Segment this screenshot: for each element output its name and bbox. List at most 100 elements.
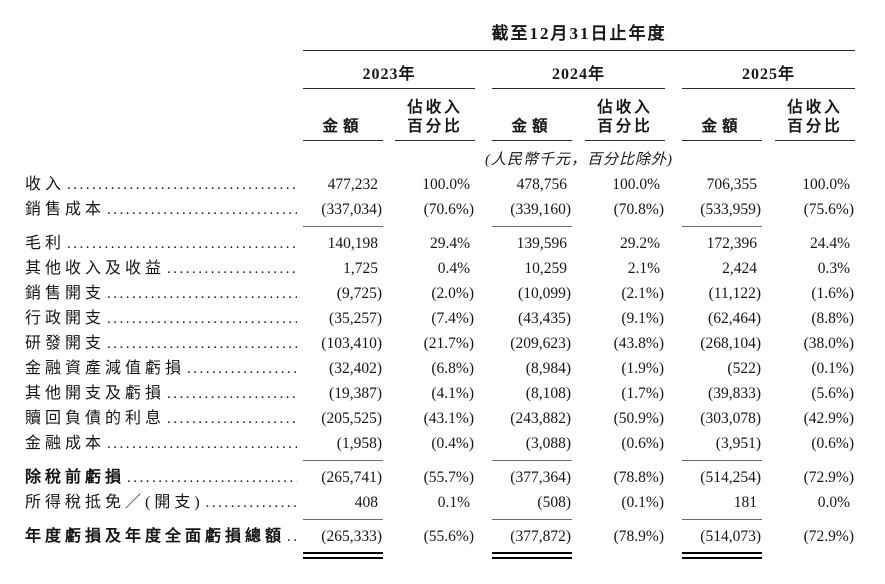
dot-leader: ........................................…: [127, 470, 297, 486]
spacer-cell: [762, 222, 855, 231]
row-label: 所得稅抵免／(開支)..............................…: [0, 490, 303, 515]
table-row: 年度虧損及年度全面虧損總額...........................…: [0, 524, 855, 549]
percent-cell: (70.6%): [423, 201, 474, 218]
table-row: 行政開支....................................…: [0, 306, 855, 331]
rule-cell: [492, 222, 572, 231]
dot-leader: ........................................…: [107, 202, 297, 218]
percent-cell: (0.6%): [811, 435, 854, 452]
amount-cell: (377,364): [510, 469, 571, 486]
spacer-cell: [762, 515, 855, 524]
spacer-cell: [572, 222, 665, 231]
row-label: 其他收入及收益.................................…: [0, 256, 303, 281]
row-label-text: 贖回負債的利息: [25, 410, 166, 427]
amount-cell: (8,108): [525, 385, 571, 402]
spacer-cell: [665, 549, 682, 562]
year-header-row: 2023年 2024年 2025年: [0, 50, 855, 89]
spacer-cell: [475, 381, 492, 406]
spacer-cell: [665, 172, 682, 197]
percent-cell: 29.2%: [619, 235, 660, 252]
percent-cell: (0.4%): [431, 435, 474, 452]
table-row: 金融成本....................................…: [0, 431, 855, 456]
spacer-cell: [475, 256, 492, 281]
percent-cell: (2.1%): [621, 285, 664, 302]
amount-header-2023: 金額: [303, 89, 383, 141]
amount-cell: 408: [354, 494, 378, 511]
double-rule-row: [0, 549, 855, 562]
percent-cell: 100.0%: [802, 176, 850, 193]
percent-cell: (78.8%): [613, 469, 664, 486]
row-label-text: 除稅前虧損: [25, 469, 126, 486]
spacer-cell: [665, 331, 682, 356]
spacer-cell: [475, 431, 492, 456]
dot-leader: ........................................…: [67, 177, 297, 193]
amount-cell: 181: [733, 494, 757, 511]
percent-cell: 100.0%: [612, 176, 660, 193]
single-rule-line: [682, 460, 762, 461]
amount-cell: 2,424: [722, 260, 757, 277]
spacer-cell: [572, 515, 665, 524]
row-label: 金融資產減值虧損................................…: [0, 356, 303, 381]
row-label-text: 銷售成本: [25, 201, 106, 218]
single-rule-line: [492, 460, 572, 461]
row-label-text: 金融成本: [25, 435, 106, 452]
row-label: 毛利......................................…: [0, 231, 303, 256]
amount-cell: (11,122): [708, 285, 761, 302]
spacer-cell: [0, 14, 303, 51]
single-rule-line: [492, 226, 572, 227]
units-note-row: (人民幣千元，百分比除外): [0, 141, 855, 172]
amount-cell: 10,259: [524, 260, 567, 277]
dot-leader: ........................................…: [67, 236, 297, 252]
spacer-cell: [665, 524, 682, 549]
spacer-cell: [475, 222, 492, 231]
double-rule-line: [492, 552, 572, 559]
amount-cell: (62,464): [708, 310, 761, 327]
amount-cell: (533,959): [700, 201, 761, 218]
amount-cell: (339,160): [510, 201, 571, 218]
spacer-cell: [383, 222, 475, 231]
spacer-cell: [475, 356, 492, 381]
amount-cell: (209,623): [510, 335, 571, 352]
amount-cell: (243,882): [510, 410, 571, 427]
row-label: 收入......................................…: [0, 172, 303, 197]
single-rule-line: [682, 226, 762, 227]
spacer-cell: [665, 406, 682, 431]
single-rule-line: [303, 460, 383, 461]
spacer-cell: [475, 490, 492, 515]
spacer-cell: [762, 456, 855, 465]
double-rule-line: [682, 552, 762, 559]
spacer-cell: [475, 51, 492, 89]
amount-cell: (514,073): [700, 528, 761, 545]
rule-cell: [492, 515, 572, 524]
row-label: 銷售開支....................................…: [0, 281, 303, 306]
spacer-cell: [0, 141, 303, 172]
double-rule-line: [303, 552, 383, 559]
spacer-cell: [475, 456, 492, 465]
percent-cell: (2.0%): [431, 285, 474, 302]
spacer-cell: [0, 51, 303, 89]
amount-cell: (35,257): [329, 310, 382, 327]
amount-cell: 139,596: [516, 235, 567, 252]
spacer-cell: [665, 256, 682, 281]
table-row: 銷售成本....................................…: [0, 197, 855, 222]
amount-cell: (508): [537, 494, 571, 511]
amount-cell: (39,833): [708, 385, 761, 402]
rule-cell: [682, 456, 762, 465]
spacer-cell: [475, 197, 492, 222]
amount-cell: (265,333): [321, 528, 382, 545]
single-rule-row: [0, 456, 855, 465]
year-header-2023: 2023年: [303, 50, 475, 89]
percent-cell: (72.9%): [803, 469, 854, 486]
spacer-cell: [665, 51, 682, 89]
amount-cell: (43,435): [518, 310, 571, 327]
spacer-cell: [0, 456, 303, 465]
amount-cell: 1,725: [343, 260, 378, 277]
amount-cell: 706,355: [706, 176, 757, 193]
amount-cell: (337,034): [321, 201, 382, 218]
amount-cell: (303,078): [700, 410, 761, 427]
rule-cell: [303, 549, 383, 562]
spacer-cell: [572, 456, 665, 465]
percent-cell: 24.4%: [809, 235, 850, 252]
spacer-cell: [475, 515, 492, 524]
single-rule-line: [682, 519, 762, 520]
amount-cell: (19,387): [329, 385, 382, 402]
